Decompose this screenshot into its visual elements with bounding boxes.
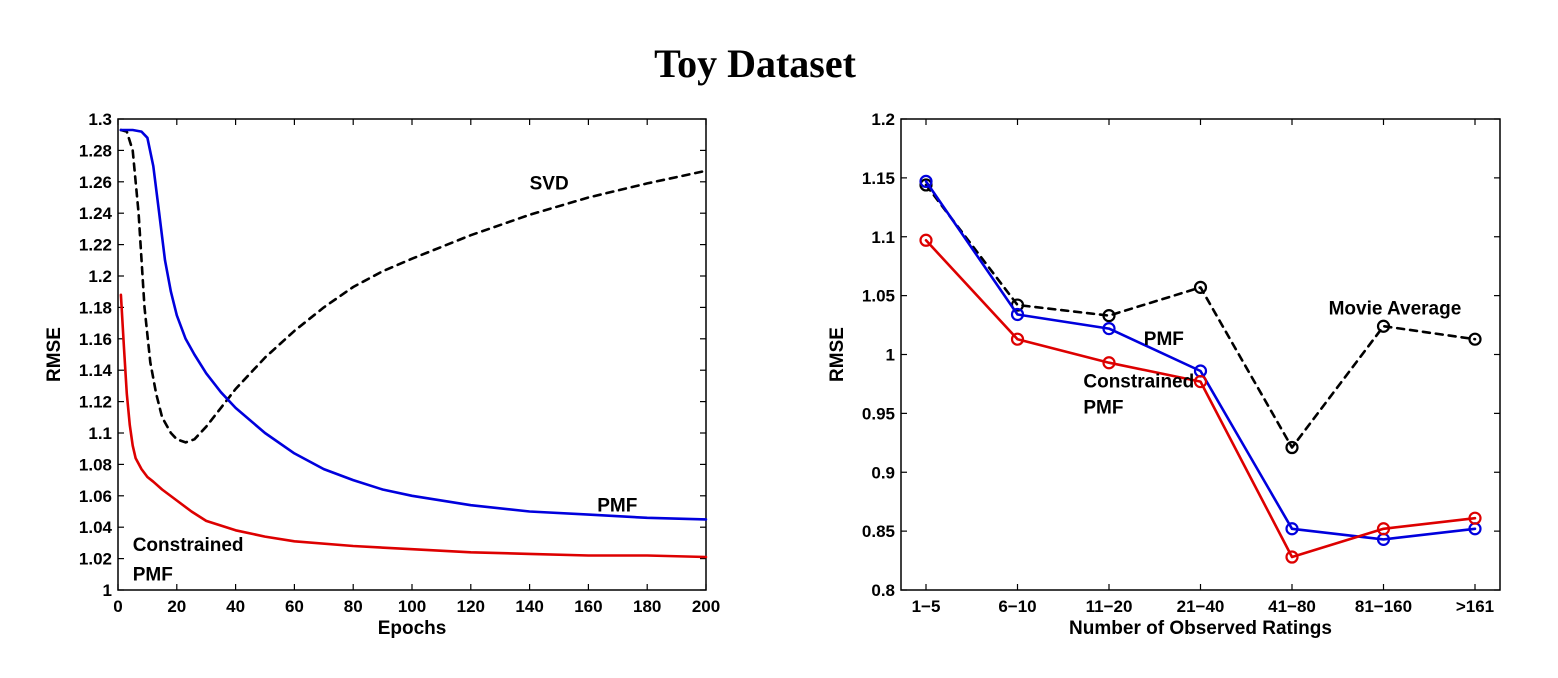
plot-frame [117,118,707,591]
series-annotation: SVD [530,174,569,195]
y-tick-label: 0.95 [862,404,895,423]
y-tick-label: 1.2 [871,110,895,129]
x-tick-label: 160 [574,597,602,616]
data-point-pmf [919,174,933,189]
data-point-pmf [1285,522,1299,536]
x-tick-label: 41−80 [1268,597,1316,616]
x-tick-label: 180 [633,597,661,616]
data-point-movie-average [1102,309,1116,323]
x-tick-label: 1−5 [912,597,941,616]
series-annotation: Constrained [133,535,244,556]
series-line-pmf [119,128,708,521]
y-tick-label: 1.12 [79,393,112,412]
data-point-movie-average [1193,280,1208,294]
plot-frame [900,118,1501,591]
y-tick-label: 1.3 [88,110,112,129]
y-tick-label: 1.22 [79,236,112,255]
x-axis-label: Number of Observed Ratings [1069,618,1332,639]
data-point-constrained-pmf [1376,522,1391,536]
y-tick-label: 1.28 [79,141,112,160]
x-tick-label: 40 [226,597,245,616]
y-tick-label: 0.85 [862,522,895,541]
series-line-svd [119,128,708,444]
y-tick-label: 0.9 [871,463,895,482]
x-tick-label: 6−10 [998,597,1036,616]
y-tick-label: 1.18 [79,298,112,317]
y-tick-label: 1.24 [79,204,113,223]
x-tick-label: 200 [692,597,720,616]
series-annotation: Constrained [1083,371,1194,392]
y-tick-label: 1.16 [79,330,112,349]
data-point-constrained-pmf [1193,374,1208,389]
y-axis-label: RMSE [44,327,65,382]
series-line-movie-average [924,183,1477,449]
y-tick-label: 1.1 [88,424,112,443]
y-tick-label: 1.14 [79,361,113,380]
data-point-constrained-pmf [1010,332,1025,346]
x-tick-label: 11−20 [1086,597,1133,616]
x-tick-label: 120 [457,597,485,616]
data-point-pmf [1010,307,1025,322]
x-tick-label: 80 [344,597,363,616]
series-line-constrained-pmf [119,293,708,559]
data-point-movie-average [1376,319,1391,333]
x-axis-label: Epochs [378,618,447,639]
y-tick-label: 1.2 [88,267,112,286]
series-line-pmf [924,180,1477,541]
series-line-constrained-pmf [924,239,1477,559]
y-tick-label: 1.02 [79,550,112,569]
x-tick-label: 140 [515,597,543,616]
ratings-rmse-chart: 0.8 0.85 0.9 0.95 1 1.05 1.1 1.15 1.2 1−5 6−10 11−2… [827,110,1501,639]
series-annotation: Movie Average [1329,298,1462,319]
data-point-movie-average [1285,440,1299,455]
data-point-constrained-pmf [919,233,933,247]
epochs-rmse-chart: 1 1.02 1.04 1.06 1.08 1.1 1.12 1.14 1.16 1.18 1.2 1… [44,110,720,639]
x-tick-label: >161 [1456,597,1494,616]
data-point-pmf [1102,321,1116,336]
y-tick-label: 1.26 [79,173,112,192]
data-point-constrained-pmf [1468,511,1482,525]
y-tick-label: 1 [886,346,895,365]
data-point-constrained-pmf [1285,550,1299,564]
x-tick-label: 100 [398,597,426,616]
y-tick-label: 1 [103,581,112,600]
x-tick-label: 60 [285,597,304,616]
series-annotation: PMF [1083,397,1123,418]
figure-title: Toy Dataset [654,41,856,86]
data-point-movie-average [1468,332,1482,346]
y-tick-label: 1.04 [79,518,113,537]
y-axis-label: RMSE [827,327,848,382]
series-annotation: PMF [1144,329,1184,350]
y-tick-label: 1.08 [79,455,112,474]
y-tick-label: 1.05 [862,287,895,306]
series-annotation: PMF [133,565,173,586]
x-tick-label: 81−160 [1355,597,1412,616]
y-tick-label: 1.15 [862,169,895,188]
y-tick-label: 1.1 [871,228,895,247]
x-tick-label: 21−40 [1177,597,1225,616]
data-point-constrained-pmf [1102,356,1116,370]
x-tick-label: 20 [167,597,186,616]
x-tick-label: 0 [113,597,122,616]
y-tick-label: 1.06 [79,487,112,506]
series-annotation: PMF [597,496,637,517]
y-tick-label: 0.8 [871,581,895,600]
